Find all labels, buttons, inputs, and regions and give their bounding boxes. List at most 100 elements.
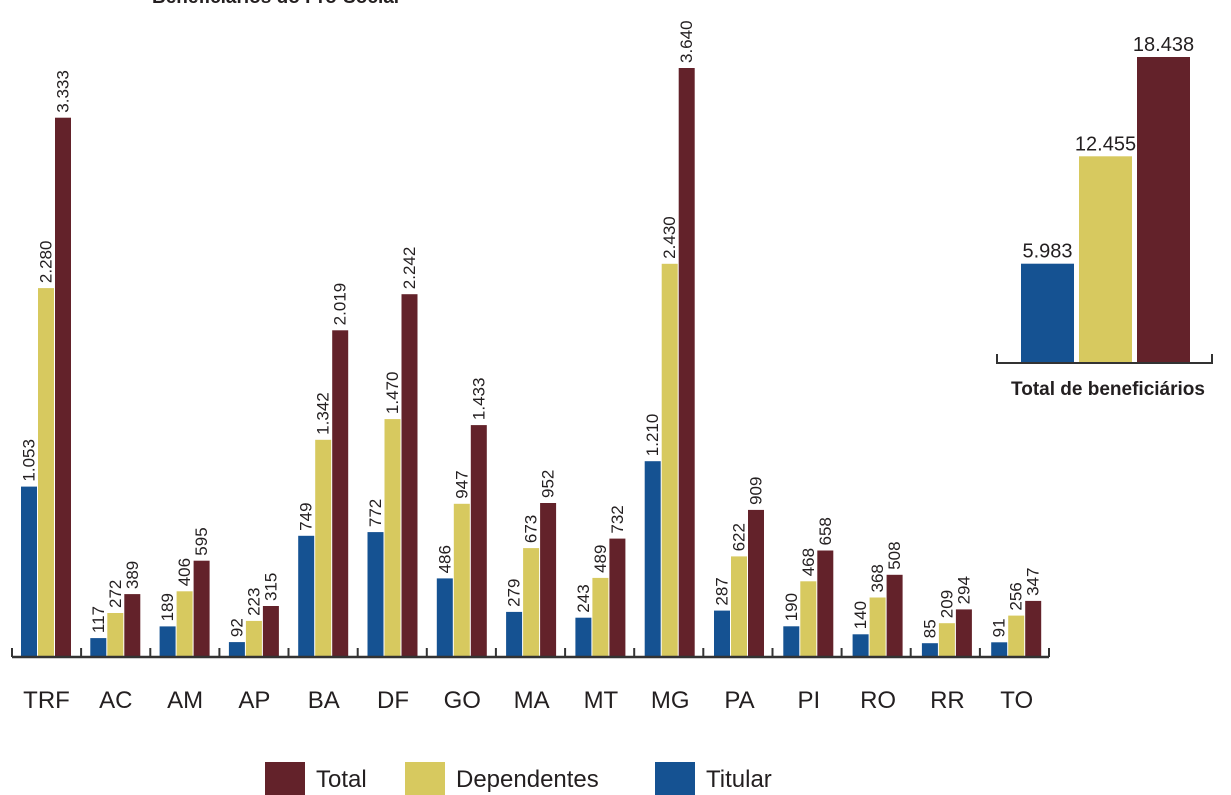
data-label-total-pi: 658 — [816, 517, 835, 545]
data-label-titular-ma: 279 — [505, 579, 524, 607]
data-label-dependentes-ba: 1.342 — [314, 392, 333, 435]
bar-dependentes-trf — [38, 288, 54, 657]
data-label-total-mg: 3.640 — [677, 20, 696, 63]
bar-total-ma — [540, 503, 557, 657]
x-tick-label-mt: MT — [584, 687, 619, 714]
data-label-total-pa: 909 — [747, 477, 766, 505]
x-tick-label-df: DF — [377, 687, 409, 714]
bar-total-rr — [955, 609, 972, 657]
data-label-titular-ro: 140 — [851, 601, 870, 629]
data-label-titular-pa: 287 — [713, 577, 732, 605]
x-tick-label-am: AM — [167, 687, 203, 714]
bar-total-mt — [609, 538, 626, 657]
x-tick-label-to: TO — [1000, 687, 1033, 714]
bar-titular-trf — [21, 486, 37, 657]
data-label-total-ac: 389 — [123, 561, 142, 589]
data-label-titular-ap: 92 — [227, 618, 246, 637]
bar-total-ro — [886, 574, 903, 657]
bar-dependentes-ac — [107, 613, 124, 657]
bar-dependentes-mt — [592, 577, 609, 657]
data-label-titular-rr: 85 — [920, 619, 939, 638]
x-tick-label-pi: PI — [797, 687, 820, 714]
data-label-total-mt: 732 — [608, 505, 627, 533]
data-label-titular-trf: 1.053 — [20, 439, 39, 482]
data-label-dependentes-trf: 2.280 — [37, 241, 56, 284]
bar-titular-ap — [228, 642, 245, 657]
data-label-titular-ac: 117 — [89, 606, 108, 633]
data-label-dependentes-ac: 272 — [106, 580, 125, 608]
bar-titular-to — [991, 642, 1008, 657]
legend-swatch-total — [265, 762, 305, 795]
data-label-total-ba: 2.019 — [331, 283, 350, 326]
data-label-total-ap: 315 — [261, 573, 280, 601]
bar-dependentes-rr — [938, 623, 955, 657]
bar-total-trf — [55, 117, 71, 657]
bar-dependentes-am — [176, 591, 193, 657]
data-label-dependentes-pi: 468 — [799, 548, 818, 576]
bar-total-ac — [124, 594, 141, 657]
legend-label-total: Total — [316, 766, 367, 793]
data-label-total-trf: 3.333 — [54, 70, 73, 113]
bar-titular-ba — [298, 535, 315, 657]
x-tick-label-ma: MA — [514, 687, 550, 714]
bar-total-mg — [678, 68, 695, 657]
bar-dependentes-ma — [523, 548, 540, 657]
x-tick-label-go: GO — [444, 687, 481, 714]
bar-dependentes-mg — [661, 263, 678, 657]
total-label-dependentes: 12.455 — [1075, 133, 1136, 155]
x-tick-label-rr: RR — [930, 687, 965, 714]
data-label-titular-df: 772 — [366, 499, 385, 527]
bar-total-pa — [748, 509, 764, 657]
data-label-dependentes-am: 406 — [175, 558, 194, 586]
data-label-dependentes-go: 947 — [452, 470, 471, 498]
x-tick-label-pa: PA — [724, 687, 754, 714]
bar-titular-df — [367, 532, 384, 657]
data-label-total-df: 2.242 — [400, 247, 419, 290]
bar-total-ba — [332, 330, 349, 657]
bar-titular-rr — [921, 643, 938, 657]
total-bar-titular — [1021, 263, 1074, 363]
bar-total-to — [1025, 600, 1042, 657]
x-tick-label-ba: BA — [308, 687, 340, 714]
data-label-dependentes-mg: 2.430 — [660, 216, 679, 259]
bar-titular-ma — [506, 611, 523, 657]
total-label-titular: 5.983 — [1022, 241, 1072, 263]
x-tick-label-ac: AC — [99, 687, 132, 714]
bar-titular-pa — [714, 610, 730, 657]
bar-dependentes-ro — [869, 597, 886, 657]
bar-dependentes-df — [384, 419, 401, 657]
bar-titular-go — [436, 578, 453, 657]
data-label-titular-mt: 243 — [574, 584, 593, 612]
bar-dependentes-ba — [315, 439, 332, 657]
data-label-total-to: 347 — [1024, 568, 1043, 596]
bar-total-df — [401, 294, 418, 657]
data-label-titular-ba: 749 — [297, 502, 316, 530]
bar-titular-mg — [644, 461, 661, 657]
data-label-total-rr: 294 — [954, 576, 973, 604]
bar-total-pi — [817, 550, 834, 657]
x-tick-label-mg: MG — [651, 687, 690, 714]
data-label-dependentes-rr: 209 — [937, 590, 956, 618]
legend-label-dependentes: Dependentes — [456, 766, 599, 793]
data-label-dependentes-ma: 673 — [522, 515, 541, 543]
x-tick-label-trf: TRF — [23, 687, 70, 714]
total-bar-dependentes — [1079, 156, 1132, 363]
total-axis-label: Total de beneficiários — [1011, 379, 1205, 400]
data-label-total-ma: 952 — [539, 470, 558, 498]
data-label-titular-mg: 1.210 — [643, 414, 662, 457]
data-label-dependentes-df: 1.470 — [383, 372, 402, 415]
data-label-dependentes-ro: 368 — [868, 564, 887, 592]
bar-titular-pi — [783, 626, 800, 657]
legend-label-titular: Titular — [706, 766, 772, 793]
total-bar-total — [1137, 57, 1190, 363]
bar-total-ap — [262, 606, 279, 657]
bar-dependentes-to — [1008, 615, 1025, 657]
data-label-titular-to: 91 — [990, 618, 1009, 637]
bar-dependentes-ap — [245, 620, 262, 657]
data-label-total-ro: 508 — [885, 541, 904, 569]
legend-swatch-titular — [655, 762, 695, 795]
chart-legend: Total Dependentes Titular — [265, 762, 772, 795]
x-tick-label-ap: AP — [238, 687, 270, 714]
bar-total-go — [470, 425, 487, 657]
